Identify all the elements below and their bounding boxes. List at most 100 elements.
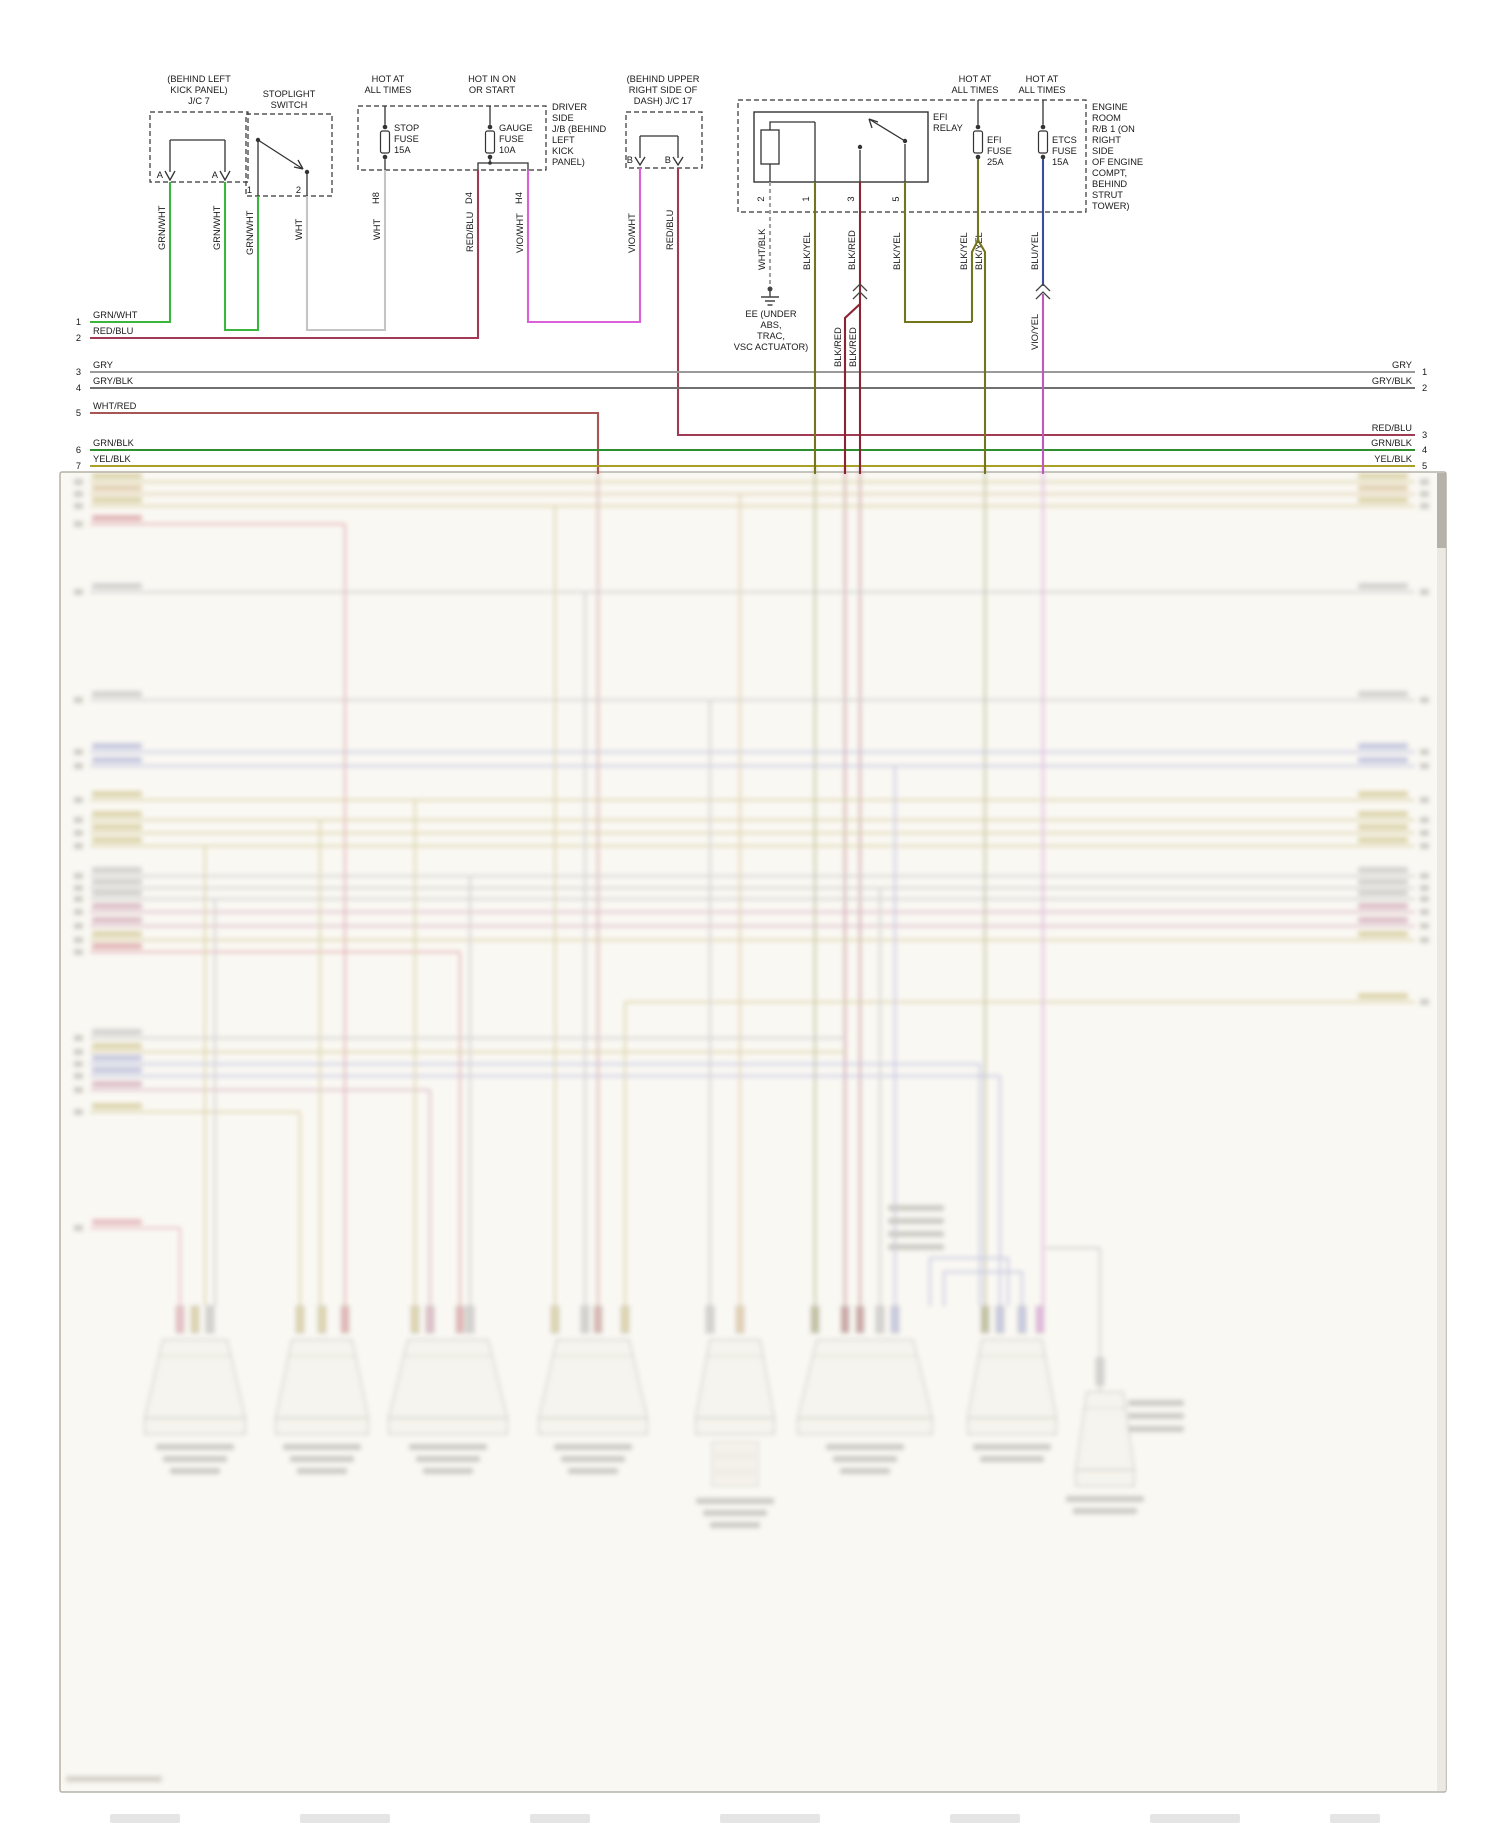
faded-wire-label — [92, 583, 142, 589]
faded-connector-body — [1075, 1391, 1135, 1471]
jc17-pin-b1: B — [627, 155, 633, 165]
wire-grn-wht-jc7-left — [90, 182, 172, 324]
faded-terminal — [995, 1305, 1005, 1334]
ground-ee-label: EE (UNDER — [745, 309, 796, 319]
stoplight-switch-label: SWITCH — [271, 100, 308, 110]
faded-row-number — [74, 521, 83, 527]
jc7-pin-a2: A — [212, 170, 219, 180]
hot-at-all-times-label: HOT AT — [1026, 74, 1059, 84]
row-label: GRY/BLK — [1372, 376, 1413, 386]
faded-terminal — [455, 1305, 465, 1334]
faded-connector-base — [144, 1417, 246, 1435]
efi-fuse-label: EFI — [987, 135, 1001, 145]
junction-dot — [488, 161, 492, 165]
inline-connector-icon — [1035, 283, 1051, 300]
faded-terminal — [175, 1305, 185, 1334]
stop-fuse-label: STOP — [394, 123, 419, 133]
relay-contact-dot — [857, 144, 863, 150]
faded-connector-stack — [711, 1457, 759, 1471]
faded-connector-body — [144, 1339, 246, 1419]
etcs-fuse-terminal — [1040, 124, 1046, 130]
row-number: 6 — [76, 445, 81, 455]
engine-room-caption: RIGHT — [1092, 135, 1121, 145]
jc7-box — [149, 111, 249, 183]
terminal-arrow-icon — [164, 170, 176, 182]
gauge-fuse-terminal — [487, 124, 493, 130]
hot-at-all-times-label: HOT AT — [372, 74, 405, 84]
relay-contact-stub — [859, 144, 906, 182]
faded-wire-label — [1358, 824, 1408, 830]
efi-fuse-icon — [972, 130, 984, 154]
faded-terminal — [1095, 1357, 1105, 1386]
hot-in-on-label: HOT IN ON — [468, 74, 516, 84]
faded-terminal — [580, 1305, 590, 1334]
stoplight-switch-box — [245, 113, 333, 197]
faded-wire-label — [92, 1103, 142, 1109]
ground-symbol-icon — [761, 289, 779, 306]
faded-row-number — [74, 1073, 83, 1079]
scrollbar-thumb[interactable] — [1437, 473, 1446, 548]
hot-at-all-times-label: ALL TIMES — [951, 85, 998, 95]
row-number: 1 — [1422, 367, 1427, 377]
faint-text-blob — [950, 1814, 1020, 1823]
stop-fuse-icon — [379, 130, 391, 154]
jc7-location-label: KICK PANEL) — [170, 85, 227, 95]
wire-grn-wht-jc7-switch — [223, 182, 260, 332]
faded-side-text — [1128, 1400, 1184, 1406]
wire-blk-red-branch — [843, 303, 861, 474]
driver-jb-caption: KICK — [552, 146, 574, 156]
jc7-pin-a1: A — [157, 170, 164, 180]
relay-coil-stub — [769, 121, 816, 182]
faded-terminal — [705, 1305, 715, 1334]
faded-wire-label — [92, 811, 142, 817]
efi-fuse-terminal — [975, 154, 981, 160]
jb-pin-d4: D4 — [464, 192, 474, 204]
faded-connector-text — [973, 1444, 1051, 1450]
faded-wire-label — [92, 890, 142, 896]
efi-relay-box — [753, 111, 929, 183]
relay-pin-3: 3 — [846, 196, 856, 201]
wire-vio-wht-h4-jc17 — [526, 168, 642, 324]
faded-row-number — [1420, 503, 1429, 509]
row-label: RED/BLU — [93, 326, 133, 336]
terminal-arrow-icon — [219, 170, 231, 182]
scrollbar-track[interactable] — [1437, 473, 1446, 1791]
faded-terminal — [875, 1305, 885, 1334]
wire-color-label: BLK/RED — [848, 327, 858, 367]
faded-wire-label — [1358, 993, 1408, 999]
faded-connector-text — [156, 1444, 234, 1450]
faded-connector-body — [275, 1339, 369, 1419]
faded-terminal — [735, 1305, 745, 1334]
faded-connector-body — [797, 1339, 933, 1419]
faded-connector-base — [1075, 1469, 1135, 1487]
jc17-pin-b2: B — [665, 155, 671, 165]
engine-room-caption: SIDE — [1092, 146, 1114, 156]
faded-terminal — [465, 1305, 475, 1334]
faded-row-number — [1420, 697, 1429, 703]
faded-side-text — [888, 1205, 944, 1211]
faded-terminal — [840, 1305, 850, 1334]
gauge-fuse-split — [477, 162, 529, 170]
faded-row-number — [1420, 999, 1429, 1005]
etcs-fuse-label: FUSE — [1052, 146, 1077, 156]
faded-row-number — [1420, 843, 1429, 849]
faded-wire-label — [92, 691, 142, 697]
switch-arm-arrow-icon — [293, 159, 304, 170]
gauge-fuse-label: FUSE — [499, 134, 524, 144]
switch-contact-dot — [304, 169, 310, 175]
wire-red-blu-jc17-right — [676, 168, 1415, 437]
faded-row-number — [1420, 817, 1429, 823]
faded-connector-text — [696, 1498, 774, 1504]
relay-pin-5: 5 — [891, 196, 901, 201]
faded-wire-label — [1358, 879, 1408, 885]
wire-color-label: GRN/WHT — [245, 210, 255, 255]
faded-row-number — [74, 1109, 83, 1115]
jc7-title: J/C 7 — [188, 96, 210, 106]
faded-connector-text — [290, 1456, 354, 1462]
junction-connector-jc17: (BEHIND UPPER RIGHT SIDE OF DASH) J/C 17… — [625, 74, 703, 253]
faint-text-blob — [1330, 1814, 1380, 1823]
junction-connector-jc7: (BEHIND LEFT KICK PANEL) J/C 7 A A GRN/W… — [149, 74, 249, 250]
faded-row-number — [74, 479, 83, 485]
faded-connector-text — [840, 1468, 890, 1474]
faded-wire-label — [92, 1081, 142, 1087]
